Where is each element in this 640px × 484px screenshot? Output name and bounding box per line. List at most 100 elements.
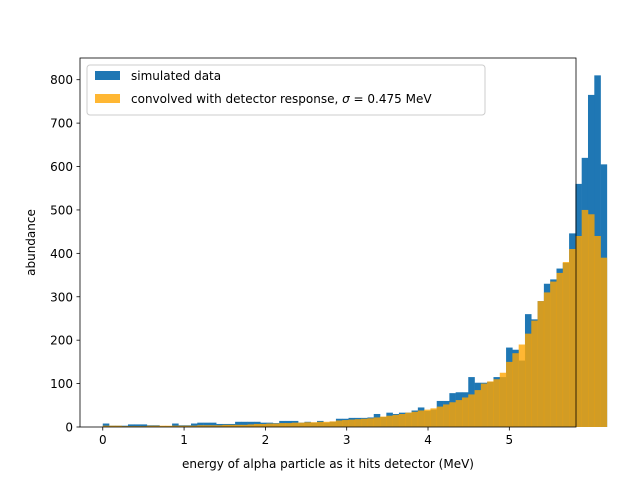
histogram-bar [367,418,374,427]
x-tick-label: 0 [99,433,107,447]
histogram-bar [587,214,595,427]
y-axis-ticks: 0 100 200 300 400 500 600 700 800 [50,73,80,435]
histogram-bar [499,372,507,427]
axes-frame [79,57,577,428]
histogram-bar [398,413,406,427]
histogram-bar [291,422,299,427]
histogram-bar [159,425,167,427]
histogram-bar [190,425,198,427]
histogram-bar [600,257,608,427]
histogram-bar [436,406,444,427]
histogram-bar [443,404,450,427]
histogram-bar [247,424,255,427]
histogram-bar [203,422,211,427]
histogram-bar [272,423,280,427]
histogram-bar [531,320,538,427]
histogram-bar [348,419,356,427]
histogram-bar [380,416,387,427]
histogram-bar [178,425,185,427]
histogram-bar [102,425,110,427]
histogram-bar [449,402,456,427]
histogram-bar [209,422,217,427]
legend-label-suffix: = 0.475 MeV [350,92,433,106]
histogram-bar [165,425,173,427]
histogram-bar [556,272,564,427]
histogram-bar [209,425,217,427]
histogram-bar [216,425,223,427]
legend-label-simulated: simulated data [131,69,221,83]
histogram-bar [172,425,179,427]
y-tick-label: 600 [50,160,73,174]
histogram-bar [317,421,324,427]
histogram-bar [197,422,204,427]
histogram-bar [285,423,293,427]
histogram-bar [121,426,129,427]
x-tick-label: 3 [343,433,351,447]
histogram-bar [575,235,582,427]
histogram-bar [594,235,601,427]
histogram-bar [537,301,545,427]
y-tick-label: 300 [50,290,73,304]
histogram-bar [354,419,362,427]
convolved-series [102,209,608,427]
histogram-bar [518,344,526,427]
histogram-bar [254,423,261,427]
legend-swatch-convolved [95,94,120,103]
histogram-bar [172,423,179,427]
histogram-bar [102,423,110,427]
histogram-bar [524,333,532,427]
histogram-bar [493,379,501,427]
histogram-bar [109,425,116,427]
histogram-bar [512,353,519,427]
histogram-bar [329,421,337,427]
histogram-bar [468,394,475,427]
y-tick-label: 200 [50,334,73,348]
histogram-bar [228,424,236,427]
legend-swatch-simulated [95,71,120,80]
histogram-bar [569,249,576,427]
histogram-bar [506,361,513,427]
histogram-bar [455,400,463,427]
histogram-bar [146,425,154,427]
histogram-bar [310,422,318,427]
histogram-bar [386,415,393,427]
histogram-bar [581,209,589,427]
histogram-bar [323,421,330,427]
histogram-bar [550,281,557,427]
histogram-bar [134,426,141,427]
x-axis-label: energy of alpha particle as it hits dete… [182,457,474,471]
y-tick-label: 500 [50,203,73,217]
histogram-bar [392,414,400,427]
histogram-bar [197,425,204,427]
histogram-bar [153,425,160,427]
y-tick-label: 400 [50,247,73,261]
x-tick-label: 5 [506,433,514,447]
histogram-bar [235,424,242,427]
y-tick-label: 0 [65,421,73,435]
histogram-bar [304,422,311,427]
histogram-bar [190,423,198,427]
histogram-bar [543,292,551,427]
x-axis-ticks: 0 1 2 3 4 5 [99,427,513,447]
histogram-bar [222,424,230,427]
histogram-bar [430,408,437,427]
histogram-bar [405,412,412,427]
x-tick-label: 2 [262,433,270,447]
histogram-bar [134,424,141,427]
legend: simulated data convolved with detector r… [86,64,486,116]
histogram-bar [335,420,343,427]
histogram-bar [487,381,494,427]
histogram-bar [266,423,274,427]
histogram-bar [298,422,305,427]
histogram-bar [235,421,242,427]
histogram-bar [417,410,425,427]
legend-label-prefix: convolved with detector response, [131,92,342,106]
y-tick-label: 800 [50,73,73,87]
histogram-bar [241,421,248,427]
histogram-bar [115,425,122,427]
histogram-bar [184,425,192,427]
x-tick-label: 1 [180,433,188,447]
legend-label-convolved: convolved with detector response, σ = 0.… [131,92,432,106]
